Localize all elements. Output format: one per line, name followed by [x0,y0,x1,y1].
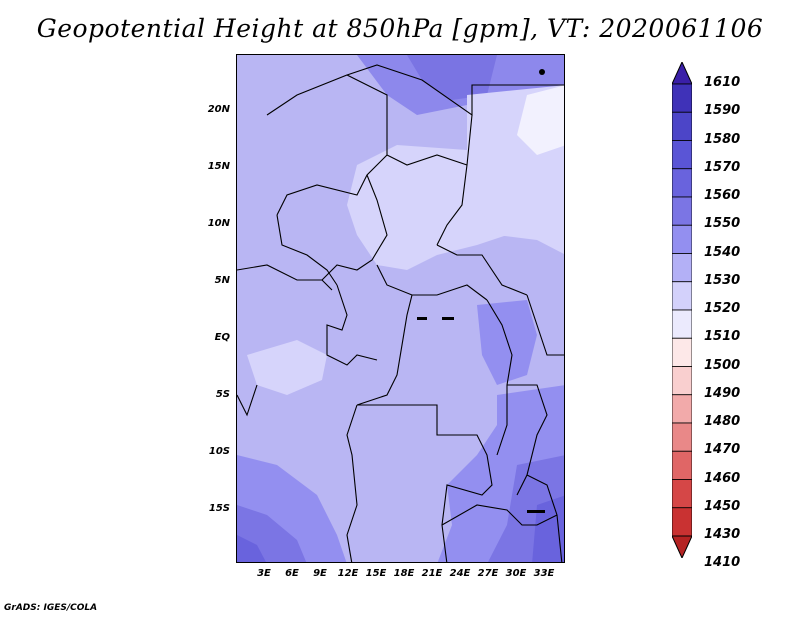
colorbar-label: 1430 [704,527,741,542]
colorbar-segment [672,507,692,537]
colorbar-segment [672,140,692,170]
colorbar-label: 1560 [704,188,741,203]
colorbar-label: 1460 [704,470,741,486]
colorbar-label: 1590 [704,103,741,119]
colorbar-segment [672,450,692,480]
colorbar-segment [672,422,692,452]
colorbar-label: 1520 [704,301,741,316]
y-tick-20n: 20N [207,104,230,115]
colorbar-label: 1530 [704,272,741,288]
colorbar-label: 1510 [704,329,741,345]
x-tick-33e: 33E [533,568,555,579]
colorbar-bottom-arrow [672,535,692,558]
x-tick-9e: 9E [313,568,327,579]
x-tick-27e: 27E [477,568,499,579]
colorbar-label: 1500 [704,357,741,373]
x-tick-18e: 18E [393,568,415,579]
colorbar-label: 1610 [704,75,741,90]
map-panel [236,54,565,563]
colorbar-segment [672,366,692,396]
x-tick-21e: 21E [421,568,443,579]
colorbar-label: 1450 [704,498,741,514]
x-tick-6e: 6E [285,568,299,579]
x-tick-15e: 15E [365,568,387,579]
colorbar-segment [672,111,692,141]
x-tick-3e: 3E [257,568,271,579]
colorbar-label: 1570 [704,159,741,175]
colorbar-top-arrow [672,62,692,85]
y-tick-eq: EQ [214,332,230,343]
colorbar-segment [672,168,692,198]
y-tick-10n: 10N [207,218,230,229]
colorbar-segment [672,196,692,226]
colorbar-segment [672,309,692,339]
colorbar-segment [672,479,692,509]
colorbar-segment [672,83,692,113]
y-tick-15s: 15S [208,503,230,514]
colorbar-segment [672,394,692,424]
colorbar-label: 1490 [704,385,741,401]
colorbar-label: 1410 [704,555,741,571]
colorbar [672,62,692,558]
colorbar-label: 1470 [704,442,741,458]
credit-text: GrADS: IGES/COLA [4,603,98,613]
colorbar-label: 1580 [704,131,741,147]
colorbar-label: 1480 [704,414,741,429]
x-tick-30e: 30E [505,568,527,579]
colorbar-segment [672,224,692,254]
colorbar-segment [672,281,692,311]
colorbar-segment [672,337,692,367]
x-tick-24e: 24E [449,568,471,579]
colorbar-segment [672,253,692,283]
colorbar-label: 1550 [704,216,741,232]
y-tick-15n: 15N [207,161,230,172]
geopotential-field [237,55,564,562]
colorbar-label: 1540 [704,244,741,260]
y-tick-5s: 5S [215,389,230,400]
y-tick-5n: 5N [214,275,230,286]
x-tick-12e: 12E [337,568,359,579]
y-tick-10s: 10S [208,446,230,457]
map-title: Geopotential Height at 850hPa [gpm], VT:… [36,14,764,43]
